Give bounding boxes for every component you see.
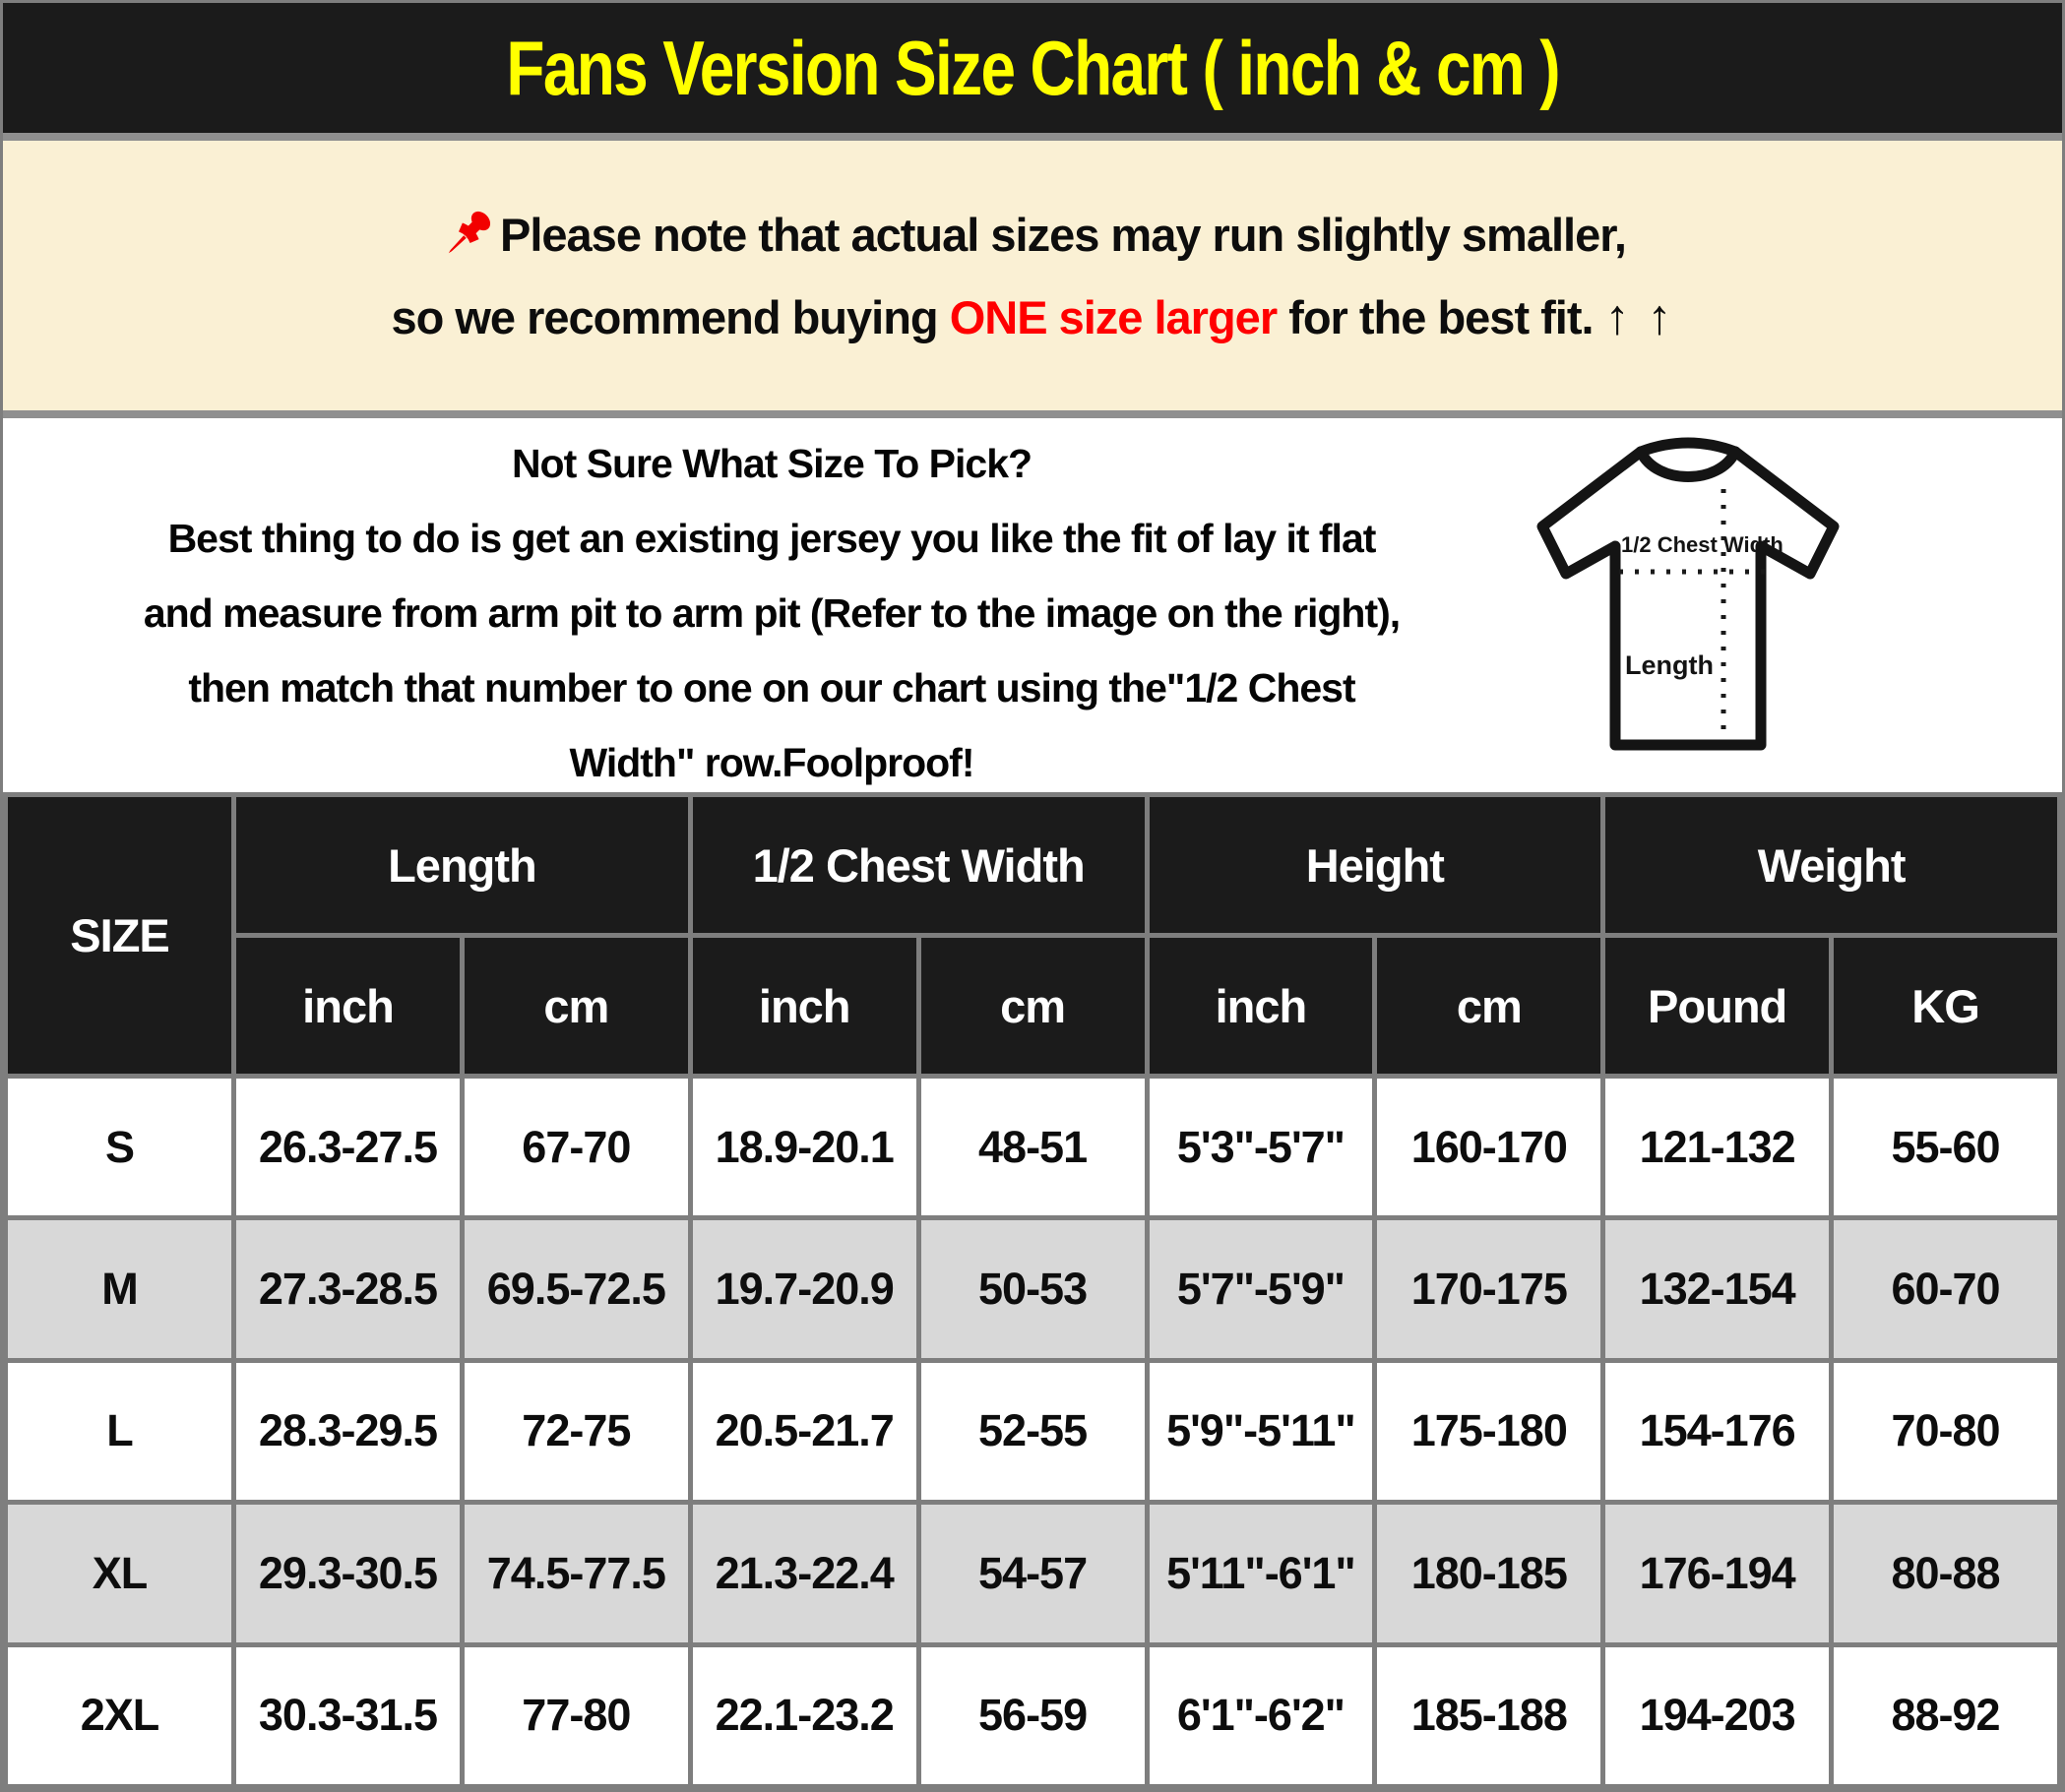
subcol-chest-inch: inch — [687, 933, 921, 1079]
table-cell: 50-53 — [915, 1215, 1150, 1363]
table-cell: 5'11"-6'1" — [1144, 1500, 1378, 1647]
table-cell: 74.5-77.5 — [459, 1500, 693, 1647]
col-group-height: Height — [1144, 792, 1606, 938]
col-group-weight: Weight — [1600, 792, 2062, 938]
col-group-length: Length — [231, 792, 693, 938]
diagram-length-label: Length — [1625, 650, 1714, 680]
table-cell: 80-88 — [1829, 1500, 2062, 1647]
subcol-weight-pound: Pound — [1600, 933, 1835, 1079]
subcol-height-cm: cm — [1372, 933, 1606, 1079]
table-cell: 185-188 — [1372, 1641, 1606, 1789]
table-cell: 27.3-28.5 — [231, 1215, 465, 1363]
size-cell: 2XL — [3, 1641, 237, 1789]
guide-line: and measure from arm pit to arm pit (Ref… — [143, 590, 1401, 636]
table-row-m: M 27.3-28.5 69.5-72.5 19.7-20.9 50-53 5'… — [3, 1215, 2062, 1363]
table-cell: 54-57 — [915, 1500, 1150, 1647]
guide-line: Width" row.Foolproof! — [569, 740, 975, 785]
table-cell: 60-70 — [1829, 1215, 2062, 1363]
note-line1: Please note that actual sizes may run sl… — [439, 206, 1627, 263]
subcol-length-cm: cm — [459, 933, 693, 1079]
subcol-height-inch: inch — [1144, 933, 1378, 1079]
table-cell: 18.9-20.1 — [687, 1073, 921, 1221]
banner: Fans Version Size Chart ( inch & cm ) — [3, 3, 2062, 141]
table-cell: 28.3-29.5 — [231, 1357, 465, 1506]
note-text-2b: for the best fit. — [1277, 290, 1605, 343]
col-group-chest-width: 1/2 Chest Width — [687, 792, 1150, 938]
page-title: Fans Version Size Chart ( inch & cm ) — [506, 24, 1560, 111]
table-cell: 69.5-72.5 — [459, 1215, 693, 1363]
guide-line: then match that number to one on our cha… — [188, 665, 1355, 711]
guide-section: Not Sure What Size To Pick? Best thing t… — [3, 418, 2062, 792]
table-cell: 48-51 — [915, 1073, 1150, 1221]
subcol-chest-cm: cm — [915, 933, 1150, 1079]
table-cell: 56-59 — [915, 1641, 1150, 1789]
note-text-2a: so we recommend buying — [391, 290, 950, 343]
table-cell: 55-60 — [1829, 1073, 2062, 1221]
table-row-2xl: 2XL 30.3-31.5 77-80 22.1-23.2 56-59 6'1"… — [3, 1641, 2062, 1789]
note-text-1: Please note that actual sizes may run sl… — [500, 208, 1627, 261]
note-highlight: ONE size larger — [949, 290, 1278, 343]
table-cell: 77-80 — [459, 1641, 693, 1789]
up-arrows-icon: ↑ ↑ — [1604, 289, 1674, 344]
table-cell: 52-55 — [915, 1357, 1150, 1506]
guide-heading: Not Sure What Size To Pick? — [511, 441, 1032, 486]
table-cell: 6'1"-6'2" — [1144, 1641, 1378, 1789]
table-cell: 194-203 — [1600, 1641, 1835, 1789]
pushpin-icon — [448, 211, 491, 254]
table-cell: 170-175 — [1372, 1215, 1606, 1363]
guide-line: Best thing to do is get an existing jers… — [167, 516, 1377, 561]
size-table: SIZE Length 1/2 Chest Width Height Weigh… — [3, 792, 2062, 1789]
table-cell: 72-75 — [459, 1357, 693, 1506]
table-cell: 175-180 — [1372, 1357, 1606, 1506]
table-cell: 21.3-22.4 — [687, 1500, 921, 1647]
diagram-chest-label: 1/2 Chest Width — [1621, 532, 1783, 557]
table-cell: 20.5-21.7 — [687, 1357, 921, 1506]
table-cell: 160-170 — [1372, 1073, 1606, 1221]
table-cell: 70-80 — [1829, 1357, 2062, 1506]
size-cell: S — [3, 1073, 237, 1221]
table-cell: 121-132 — [1600, 1073, 1835, 1221]
col-header-size: SIZE — [3, 792, 237, 1079]
guide-text: Not Sure What Size To Pick? Best thing t… — [3, 418, 1531, 792]
table-cell: 88-92 — [1829, 1641, 2062, 1789]
table-cell: 5'7"-5'9" — [1144, 1215, 1378, 1363]
tshirt-icon: 1/2 Chest Width Length — [1536, 437, 1840, 751]
table-row-l: L 28.3-29.5 72-75 20.5-21.7 52-55 5'9"-5… — [3, 1357, 2062, 1506]
table-cell: 5'3"-5'7" — [1144, 1073, 1378, 1221]
table-row-xl: XL 29.3-30.5 74.5-77.5 21.3-22.4 54-57 5… — [3, 1500, 2062, 1647]
size-cell: M — [3, 1215, 237, 1363]
subcol-length-inch: inch — [231, 933, 465, 1079]
size-cell: L — [3, 1357, 237, 1506]
table-cell: 67-70 — [459, 1073, 693, 1221]
table-row-s: S 26.3-27.5 67-70 18.9-20.1 48-51 5'3"-5… — [3, 1073, 2062, 1221]
table-cell: 22.1-23.2 — [687, 1641, 921, 1789]
table-cell: 180-185 — [1372, 1500, 1606, 1647]
table-cell: 26.3-27.5 — [231, 1073, 465, 1221]
note-line2: so we recommend buying ONE size larger f… — [391, 288, 1673, 345]
table-cell: 154-176 — [1600, 1357, 1835, 1506]
subcol-weight-kg: KG — [1829, 933, 2062, 1079]
tshirt-diagram: 1/2 Chest Width Length — [1531, 418, 2062, 792]
table-cell: 176-194 — [1600, 1500, 1835, 1647]
table-cell: 30.3-31.5 — [231, 1641, 465, 1789]
size-cell: XL — [3, 1500, 237, 1647]
table-cell: 132-154 — [1600, 1215, 1835, 1363]
table-cell: 29.3-30.5 — [231, 1500, 465, 1647]
table-cell: 5'9"-5'11" — [1144, 1357, 1378, 1506]
note-section: Please note that actual sizes may run sl… — [3, 141, 2062, 418]
table-cell: 19.7-20.9 — [687, 1215, 921, 1363]
